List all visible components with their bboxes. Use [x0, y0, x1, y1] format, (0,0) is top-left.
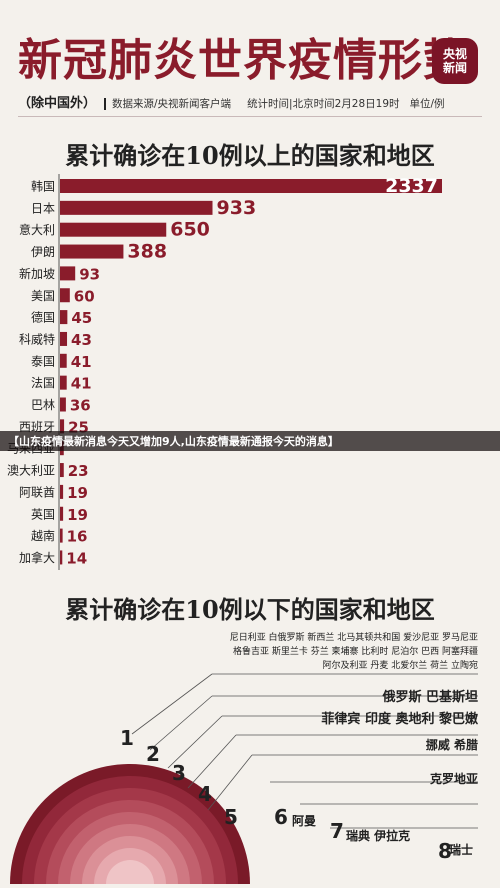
connector-line [149, 695, 213, 751]
bar-category-label: 阿联酋 [19, 484, 55, 499]
bar-category-label: 伊朗 [31, 245, 55, 259]
bar-value-label: 43 [71, 331, 92, 349]
bar-value-label: 36 [70, 397, 91, 415]
stat-time: 统计时间|北京时间2月28日19时 [247, 98, 400, 110]
count-number: 1 [120, 726, 134, 750]
bar-value-label: 60 [74, 287, 95, 305]
country-list-line: 俄罗斯 巴基斯坦 [382, 690, 478, 705]
country-list-line: 挪威 希腊 [425, 738, 478, 752]
bar-category-label: 德国 [31, 310, 55, 325]
logo-line-2: 新闻 [442, 61, 467, 75]
bar-value-label: 93 [79, 265, 100, 283]
data-source: 数据来源/央视新闻客户端 [112, 98, 232, 110]
country-list-line: 格鲁吉亚 斯里兰卡 芬兰 柬埔寨 比利时 尼泊尔 巴西 阿塞拜疆 [232, 647, 478, 657]
bar-value-label: 933 [217, 197, 257, 219]
bar [60, 331, 68, 346]
bar-category-label: 加拿大 [19, 550, 55, 565]
logo-line-1: 央视 [442, 47, 467, 61]
bar-category-label: 巴林 [31, 398, 55, 412]
connector-line [131, 673, 213, 735]
separator-bar [104, 98, 107, 110]
count-number: 5 [224, 805, 238, 829]
bar-value-label: 650 [170, 219, 210, 241]
bar-category-label: 意大利 [19, 222, 55, 237]
bar [60, 463, 64, 478]
bar [60, 288, 70, 303]
count-number: 2 [146, 742, 160, 766]
bar-category-label: 法国 [31, 376, 55, 390]
country-list-line: 克罗地亚 [429, 772, 478, 786]
bar-value-label: 16 [67, 528, 88, 546]
subtitle-line: （除中国外） 数据来源/央视新闻客户端 统计时间|北京时间2月28日19时 单位/例 [18, 92, 488, 111]
bar [60, 310, 68, 325]
bar-category-label: 澳大利亚 [7, 464, 55, 478]
bar-value-label: 23 [68, 462, 89, 480]
bar [60, 419, 65, 434]
bar [60, 353, 67, 368]
bar-value-label: 41 [71, 375, 92, 393]
connector-line [187, 734, 237, 789]
bar [60, 528, 63, 543]
bar-value-label: 41 [71, 353, 92, 371]
bar [60, 222, 167, 237]
header-divider [18, 116, 482, 117]
bar [60, 244, 124, 259]
bar-value-label: 388 [127, 241, 167, 263]
country-list-line: 瑞典 伊拉克 [346, 829, 411, 843]
bar-category-label: 日本 [31, 201, 55, 215]
country-list-line: 菲律宾 印度 奥地利 黎巴嫩 [321, 712, 478, 727]
unit-note: 单位/例 [409, 98, 445, 110]
bar [60, 397, 66, 412]
exclude-china-note: （除中国外） [18, 96, 97, 111]
country-list-line: 阿尔及利亚 丹麦 北爱尔兰 荷兰 立陶宛 [322, 661, 478, 671]
count-number: 8 [438, 839, 452, 863]
bar [60, 375, 67, 390]
section-title-below-10: 累计确诊在10例以下的国家和地区 [65, 595, 435, 624]
bar-value-label: 14 [66, 549, 87, 567]
bar-category-label: 美国 [31, 289, 55, 303]
connector-line [207, 754, 253, 811]
bar-category-label: 英国 [31, 507, 55, 521]
news-overlay-caption: 【山东疫情最新消息今天又增加9人,山东疫情最新通报今天的消息】 [0, 431, 500, 451]
country-list-line: 阿曼 [292, 814, 317, 828]
bar [60, 550, 63, 565]
connector-line [167, 715, 223, 769]
bar-value-label: 19 [67, 484, 88, 502]
page-title: 新冠肺炎世界疫情形势 [18, 35, 468, 86]
bar-category-label: 越南 [31, 528, 55, 543]
bar-value-label: 19 [67, 506, 88, 524]
count-number: 6 [274, 805, 288, 829]
bar [60, 200, 213, 215]
bar [60, 506, 64, 521]
country-list-line: 瑞士 [449, 843, 474, 857]
country-list-line: 尼日利亚 白俄罗斯 新西兰 北马其顿共和国 爱沙尼亚 罗马尼亚 [229, 633, 478, 643]
bar [60, 266, 76, 281]
bar-category-label: 泰国 [31, 354, 55, 368]
bar [60, 179, 442, 193]
count-number: 4 [198, 782, 212, 806]
bar-value-label: 45 [71, 309, 92, 327]
bar-chart: 韩国 2337 日本 933 意大利 650 伊朗 388 新加坡 93 美国 60 德国 45 科威特 43… [7, 174, 442, 570]
count-number: 3 [172, 761, 186, 785]
bar-category-label: 科威特 [19, 331, 55, 346]
section-title-above-10: 累计确诊在10例以上的国家和地区 [65, 141, 435, 170]
bar-category-label: 新加坡 [19, 266, 55, 281]
bar-category-label: 韩国 [31, 179, 55, 194]
count-number: 7 [330, 819, 344, 843]
bar [60, 484, 64, 499]
cctv-news-logo: 央视 新闻 [432, 38, 478, 84]
arc-ring [106, 860, 154, 884]
bar-category-label: 西班牙 [19, 420, 55, 434]
bar-value-label: 2337 [385, 175, 438, 197]
